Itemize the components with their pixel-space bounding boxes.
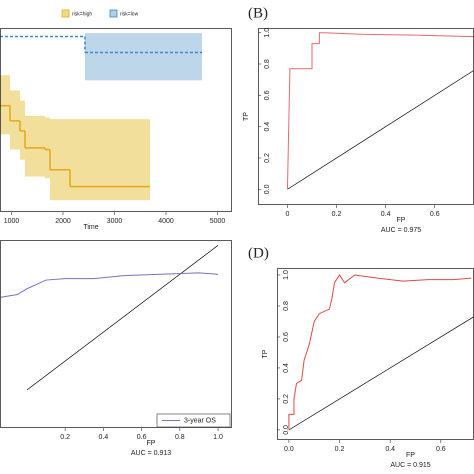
- confidence-band: [69, 119, 150, 201]
- y-tick-label: 0.0: [283, 425, 290, 435]
- reference-diagonal: [288, 316, 474, 431]
- y-tick-label: 0.6: [264, 90, 271, 100]
- confidence-band: [19, 100, 25, 160]
- x-tick-label: 0.4: [385, 446, 395, 453]
- legend-swatch: [61, 9, 70, 18]
- x-tick-label: 0.4: [99, 434, 109, 441]
- x-tick-label: 0.8: [175, 434, 185, 441]
- x-tick-label: 0.2: [60, 434, 70, 441]
- reference-diagonal: [287, 69, 474, 190]
- y-tick-label: 0.2: [283, 394, 290, 404]
- panel: 0 0.2 0.4 0.6 0.0 0.2 0.4 0.6 0.8 1.0 FP AUC = 0.97…: [243, 5, 474, 234]
- y-tick-label: 0.2: [264, 153, 271, 163]
- panel: 0.0 0.2 0.4 0.6 0.0 0.2 0.4 0.6 0.8 1.0 FP AUC = 0.…: [248, 245, 474, 469]
- legend-label: risk=high: [72, 11, 92, 17]
- x-tick-label: 0.6: [436, 446, 446, 453]
- y-tick-label: 0.6: [283, 332, 290, 342]
- frame: [258, 28, 474, 205]
- x-tick-label: 0.2: [332, 211, 342, 218]
- reference-diagonal: [26, 245, 219, 391]
- plot-area: [288, 274, 474, 431]
- annotation: AUC = 0.975: [381, 227, 421, 234]
- x-tick-label: 3000: [107, 218, 123, 225]
- confidence-band: [84, 33, 202, 81]
- legend-swatch: [109, 9, 118, 18]
- x-tick-label: 0.6: [137, 434, 147, 441]
- panel: 0.2 0.4 0.6 0.8 1.0 FP AUC = 0.913 3-year OS: [0, 240, 232, 457]
- y-axis-label: TP: [262, 349, 269, 358]
- y-tick-label: 0.4: [283, 363, 290, 373]
- x-tick-label: 1.0: [213, 434, 223, 441]
- y-tick-label: 0.4: [264, 122, 271, 132]
- x-tick-label: 0: [286, 211, 290, 218]
- confidence-band: [44, 117, 51, 179]
- legend-label: risk=low: [120, 11, 139, 17]
- confidence-band: [50, 119, 70, 201]
- legend-box: [156, 413, 231, 428]
- x-tick-label: 4000: [158, 218, 174, 225]
- x-tick-label: 0.0: [284, 446, 294, 453]
- x-axis-label: FP: [406, 452, 415, 459]
- frame: [0, 240, 232, 428]
- x-tick-label: 2000: [55, 218, 71, 225]
- annotation: AUC = 0.915: [390, 462, 430, 469]
- x-tick-label: 1000: [4, 218, 20, 225]
- confidence-band: [9, 90, 20, 150]
- legend-label: 3-year OS: [184, 417, 216, 424]
- y-axis-label: TP: [243, 112, 250, 121]
- x-axis-label: Time: [83, 224, 98, 231]
- frame: [277, 268, 474, 440]
- confidence-band: [24, 115, 45, 177]
- confidence-band: [0, 75, 10, 135]
- roc-curve: [288, 274, 472, 430]
- x-tick-label: 5000: [210, 218, 226, 225]
- y-tick-label: 1.0: [264, 28, 271, 38]
- x-axis-label: FP: [397, 217, 406, 224]
- x-tick-label: 0.4: [381, 211, 391, 218]
- roc-curve: [286, 32, 474, 190]
- plot-area: [286, 32, 474, 190]
- frame: [0, 28, 232, 212]
- y-tick-label: 0.8: [264, 59, 271, 69]
- y-tick-label: 0.8: [283, 301, 290, 311]
- plot-area: [0, 33, 202, 201]
- panel: 1000 2000 3000 4000 5000 Time risk=high risk=lo…: [0, 9, 232, 231]
- y-tick-label: 0.0: [264, 184, 271, 194]
- annotation: AUC = 0.913: [131, 450, 171, 457]
- x-tick-label: 0.6: [430, 211, 440, 218]
- roc-curve: [0, 272, 219, 298]
- y-tick-label: 1.0: [283, 270, 290, 280]
- x-axis-label: FP: [147, 440, 156, 447]
- panel-label: (D): [248, 245, 269, 261]
- panel-label: (B): [248, 5, 268, 21]
- x-tick-label: 0.2: [335, 446, 345, 453]
- plot-area: [0, 245, 219, 391]
